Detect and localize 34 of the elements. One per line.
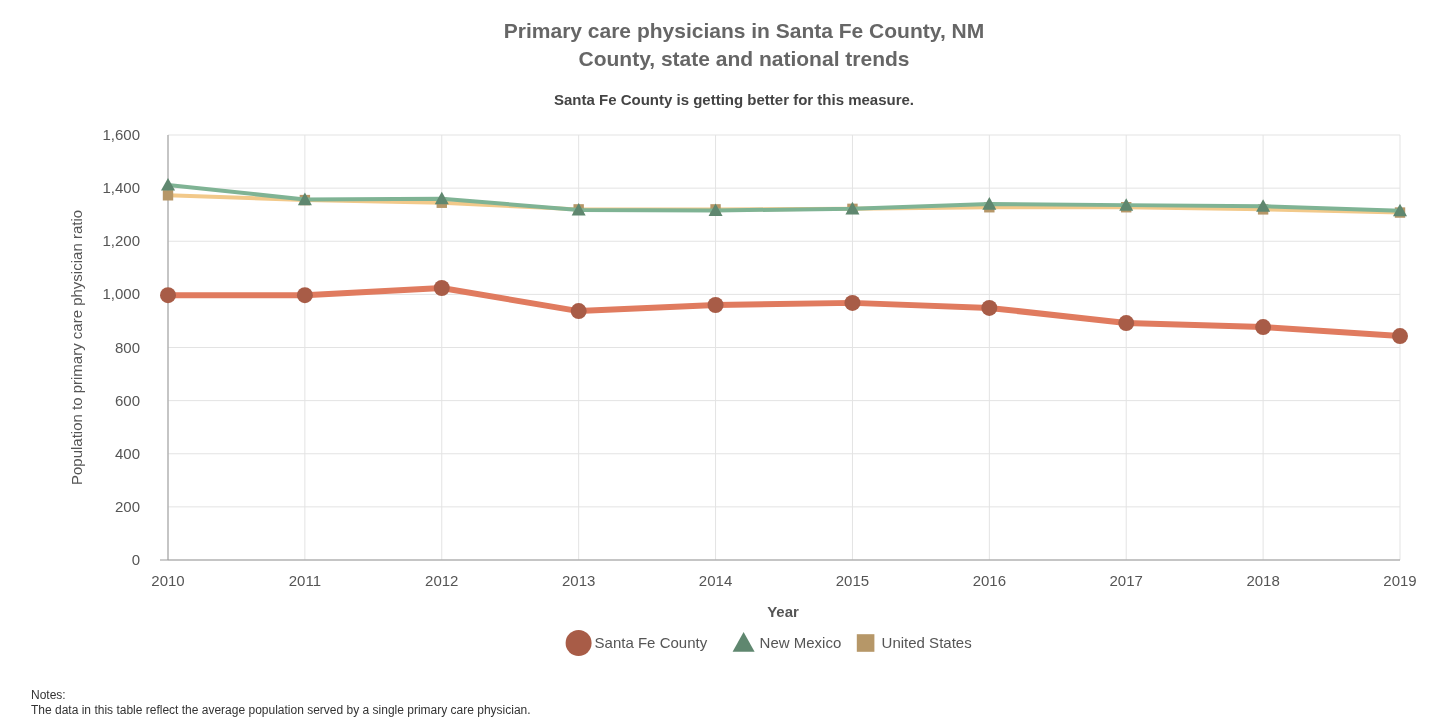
x-tick-label: 2011 <box>288 572 322 589</box>
legend-label: New Mexico <box>759 634 842 651</box>
x-tick-label: 2013 <box>561 572 596 589</box>
x-axis-title: Year <box>767 603 800 620</box>
chart-subtitle: Santa Fe County is getting better for this measure. <box>553 91 915 108</box>
point <box>161 177 175 191</box>
y-tick-label: 200 <box>114 497 140 515</box>
y-tick-label: 800 <box>114 338 140 356</box>
x-tick-label: 2016 <box>972 572 1007 589</box>
text: The data in this table reflect the average population served by a single primary care physician. <box>31 703 531 717</box>
y-axis-title: Population to primary care physician ratio <box>68 209 85 486</box>
chart-title: Primary care physicians in Santa Fe County, NM County, state and national trends <box>503 19 985 70</box>
y-tick-label: 1,600 <box>102 126 140 143</box>
y-tick-label: 1,400 <box>102 179 140 197</box>
y-tick-label: 1,200 <box>102 232 140 250</box>
y-tick-label: 400 <box>114 444 140 462</box>
y-tick-label: 600 <box>114 391 140 409</box>
x-tick-label: 2010 <box>151 572 185 589</box>
point <box>982 197 997 210</box>
y-tick-label: 1,000 <box>102 285 140 303</box>
x-tick-label: 2017 <box>1109 572 1143 589</box>
point <box>1393 203 1407 217</box>
point <box>434 191 449 205</box>
x-tick-label: 2012 <box>425 572 459 589</box>
point <box>1256 199 1271 212</box>
x-tick-label: 2014 <box>698 572 733 589</box>
x-tick-label: 2015 <box>835 572 870 589</box>
text: Notes: <box>31 688 66 702</box>
x-tick-label: 2018 <box>1246 572 1280 589</box>
y-tick-label: 0 <box>131 551 140 568</box>
legend-label: Santa Fe County <box>594 634 708 651</box>
legend-label: United States <box>881 634 972 651</box>
point <box>1119 198 1134 211</box>
x-tick-label: 2019 <box>1383 572 1417 589</box>
